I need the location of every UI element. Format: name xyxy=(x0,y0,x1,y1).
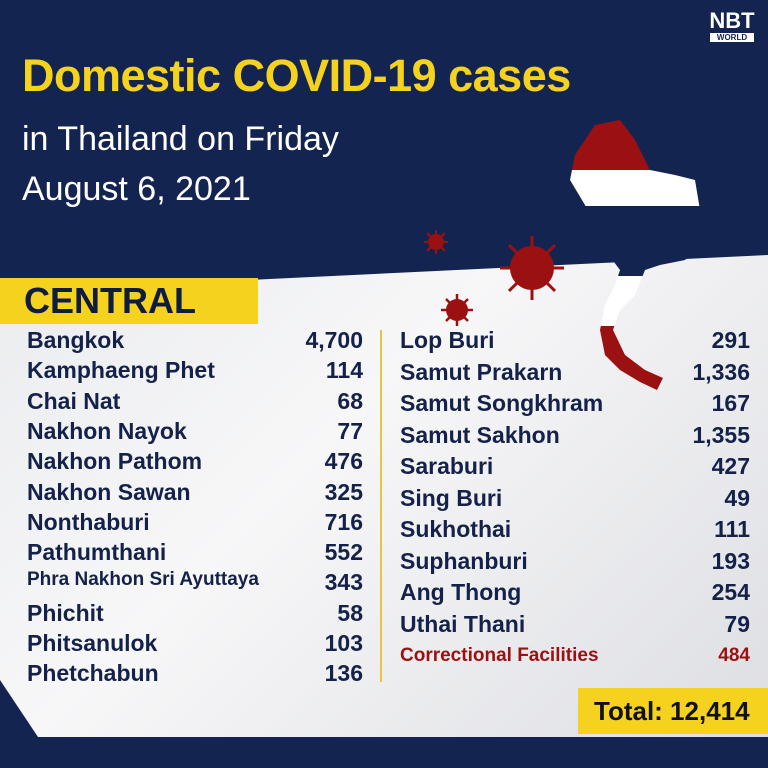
province-row: Phichit 58 xyxy=(27,600,363,627)
case-count: 79 xyxy=(724,610,750,637)
province-row: Samut Songkhram 167 xyxy=(400,390,750,417)
province-name: Nakhon Pathom xyxy=(27,448,203,475)
province-name: Chai Nat xyxy=(27,387,121,414)
province-row: Phitsanulok 103 xyxy=(27,630,363,657)
province-name: Lop Buri xyxy=(400,327,495,353)
province-row: Lop Buri 291 xyxy=(400,327,750,354)
case-count: 136 xyxy=(324,660,363,687)
province-row: Samut Sakhon 1,355 xyxy=(400,422,750,449)
province-name: Nakhon Nayok xyxy=(27,417,187,444)
column-divider xyxy=(380,330,382,682)
case-count: 254 xyxy=(711,579,750,605)
thailand-flag-map-icon xyxy=(570,120,705,390)
case-count: 1,336 xyxy=(692,358,750,385)
province-name: Uthai Thani xyxy=(400,610,526,637)
province-row: Chai Nat 68 xyxy=(27,388,363,415)
province-name: Nonthaburi xyxy=(27,508,150,535)
nbt-world-logo: NBT WORLD xyxy=(706,10,758,50)
province-row: Bangkok 4,700 xyxy=(27,327,363,354)
case-count: 476 xyxy=(324,448,363,475)
province-name: Samut Songkhram xyxy=(400,390,604,416)
province-name: Suphanburi xyxy=(400,547,528,574)
case-count: 343 xyxy=(324,569,363,596)
logo-sub: WORLD xyxy=(710,33,754,42)
case-count: 716 xyxy=(324,508,363,535)
virus-icon xyxy=(441,294,473,326)
case-count: 484 xyxy=(718,645,750,666)
case-count: 291 xyxy=(711,327,750,353)
province-row: Pathumthani 552 xyxy=(27,539,363,566)
province-name: Nakhon Sawan xyxy=(27,478,191,505)
province-row: Correctional Facilities 484 xyxy=(400,645,750,667)
province-row: Kamphaeng Phet 114 xyxy=(27,357,363,384)
case-count: 167 xyxy=(711,390,750,416)
province-row: Nonthaburi 716 xyxy=(27,509,363,536)
case-count: 114 xyxy=(325,357,363,384)
province-row: Sukhothai 111 xyxy=(400,516,750,543)
case-count: 325 xyxy=(324,478,363,505)
page-title: Domestic COVID-19 cases xyxy=(22,50,571,101)
virus-icon xyxy=(500,236,564,300)
case-count: 58 xyxy=(337,599,363,626)
case-count: 427 xyxy=(711,453,750,479)
bottom-band xyxy=(0,737,768,768)
province-row: Phetchabun 136 xyxy=(27,660,363,687)
case-count: 103 xyxy=(324,630,363,656)
subtitle-line2: August 6, 2021 xyxy=(22,170,251,208)
province-name: Sing Buri xyxy=(400,484,503,511)
province-name: Kamphaeng Phet xyxy=(27,357,215,384)
province-row: Uthai Thani 79 xyxy=(400,611,750,638)
case-count: 1,355 xyxy=(692,421,750,448)
case-count: 111 xyxy=(714,516,750,542)
province-name: Bangkok xyxy=(27,327,125,353)
province-row: Samut Prakarn 1,336 xyxy=(400,359,750,386)
province-name: Phetchabun xyxy=(27,660,159,687)
province-row: Ang Thong 254 xyxy=(400,579,750,606)
province-name: Saraburi xyxy=(400,453,494,479)
case-count: 49 xyxy=(724,484,750,511)
case-count: 552 xyxy=(324,539,363,566)
province-row: Saraburi 427 xyxy=(400,453,750,480)
subtitle-line1: in Thailand on Friday xyxy=(22,120,339,158)
virus-icons xyxy=(424,230,564,326)
case-count: 77 xyxy=(337,417,363,444)
province-row: Phra Nakhon Sri Ayuttaya 343 xyxy=(27,569,363,596)
province-row: Nakhon Sawan 325 xyxy=(27,479,363,506)
case-count: 193 xyxy=(711,547,750,574)
province-row: Sing Buri 49 xyxy=(400,485,750,512)
case-count: 4,700 xyxy=(305,327,363,353)
region-label: CENTRAL xyxy=(0,278,258,324)
case-count: 68 xyxy=(337,387,363,414)
province-name: Pathumthani xyxy=(27,539,167,566)
province-row: Nakhon Nayok 77 xyxy=(27,418,363,445)
province-name: Samut Sakhon xyxy=(400,421,560,448)
province-name: Phra Nakhon Sri Ayuttaya xyxy=(27,569,259,591)
logo-main: NBT xyxy=(709,8,755,33)
province-name: Phitsanulok xyxy=(27,630,158,656)
province-row: Suphanburi 193 xyxy=(400,548,750,575)
province-name: Samut Prakarn xyxy=(400,358,563,385)
virus-icon xyxy=(424,230,448,254)
province-row: Nakhon Pathom 476 xyxy=(27,448,363,475)
province-name: Phichit xyxy=(27,599,104,626)
total-cases: Total: 12,414 xyxy=(578,688,768,734)
province-name: Ang Thong xyxy=(400,579,522,605)
province-name: Correctional Facilities xyxy=(400,645,599,666)
province-name: Sukhothai xyxy=(400,516,512,542)
